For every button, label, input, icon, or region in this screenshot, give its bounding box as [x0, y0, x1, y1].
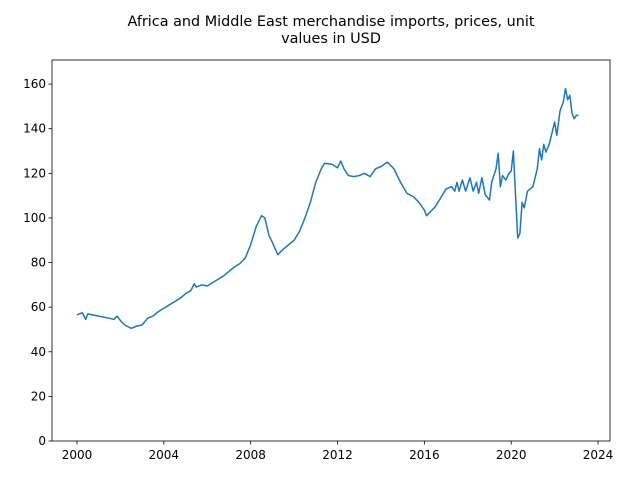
y-tick-label: 40 [31, 345, 46, 359]
y-tick-label: 60 [31, 300, 46, 314]
x-tick-label: 2020 [496, 448, 527, 462]
chart-title: Africa and Middle East merchandise impor… [127, 14, 534, 30]
y-tick-label: 140 [23, 122, 46, 136]
chart-title: values in USD [281, 31, 381, 47]
x-tick-label: 2012 [322, 448, 353, 462]
x-tick-label: 2004 [149, 448, 180, 462]
y-tick-label: 20 [31, 389, 46, 403]
x-tick-label: 2008 [235, 448, 266, 462]
data-line [76, 87, 579, 330]
plot-frame [51, 59, 611, 442]
x-tick-label: 2024 [583, 448, 614, 462]
x-tick-label: 2016 [409, 448, 440, 462]
y-tick-label: 160 [23, 77, 46, 91]
y-tick-label: 120 [23, 166, 46, 180]
y-tick-label: 100 [23, 211, 46, 225]
y-tick-label: 80 [31, 256, 46, 270]
y-tick-label: 0 [38, 434, 46, 448]
x-tick-label: 2000 [62, 448, 93, 462]
